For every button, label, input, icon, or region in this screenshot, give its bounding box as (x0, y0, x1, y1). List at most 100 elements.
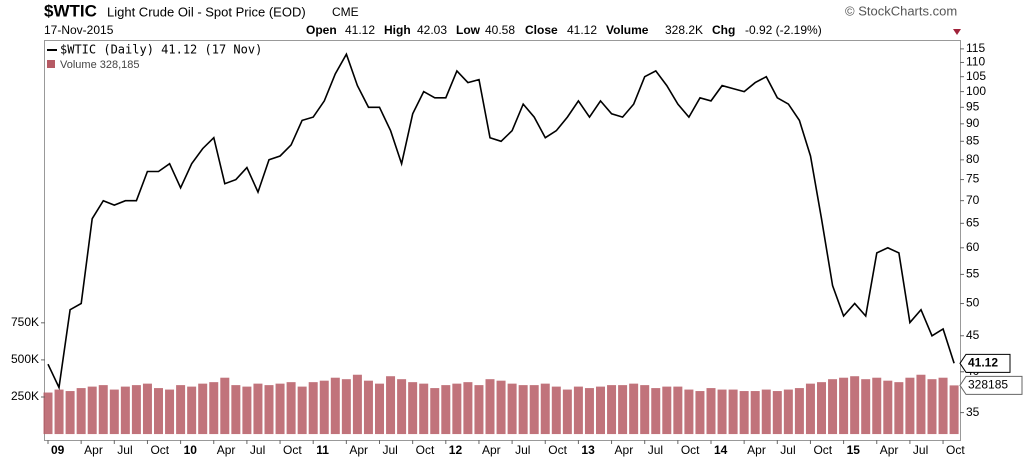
volume-bar (352, 374, 362, 435)
x-tick-label: 11 (316, 443, 329, 457)
y-tick-label: 85 (966, 133, 980, 147)
low-label: Low (456, 23, 481, 37)
x-tick-label: 14 (714, 443, 728, 457)
volume-bar (861, 379, 871, 435)
legend-price: $WTIC (Daily) 41.12 (17 Nov) (60, 43, 262, 57)
volume-bar (176, 385, 186, 435)
volume-bar (54, 389, 64, 435)
volume-bar (872, 377, 882, 435)
volume-bar (485, 379, 495, 435)
down-arrow (953, 29, 961, 35)
volume-bar (65, 391, 75, 435)
volume-bar (618, 385, 628, 435)
volume-bar (717, 389, 727, 435)
x-tick-label: 15 (847, 443, 861, 457)
symbol: $WTIC (44, 1, 97, 20)
volume-bar (98, 385, 108, 435)
chg: -0.92 (-2.19%) (745, 23, 822, 37)
x-tick-label: Oct (681, 443, 700, 457)
volume-bar (750, 391, 760, 435)
volume-bar (441, 385, 451, 435)
x-tick-label: Jul (117, 443, 132, 457)
date: 17-Nov-2015 (44, 23, 114, 37)
y-tick-label: 105 (966, 69, 986, 83)
volume-bar (275, 383, 285, 435)
plot-frame (44, 40, 961, 441)
volume-bar (43, 392, 53, 435)
volume-bar (198, 383, 208, 435)
x-tick-label: Apr (615, 443, 634, 457)
volume-bar (728, 389, 738, 435)
volume-bar (673, 386, 683, 435)
volume-bar (507, 383, 517, 435)
volume-bar (463, 382, 473, 435)
y-tick-label: 55 (966, 267, 980, 281)
legend-swatch (47, 60, 55, 68)
volume-bar (916, 374, 926, 435)
volume-bar (330, 377, 340, 435)
y-tick-label: 75 (966, 172, 980, 186)
y2-tick-label: 250K (11, 389, 39, 403)
volume-bar (540, 383, 550, 435)
y-tick-label: 95 (966, 99, 980, 113)
volume-bar (109, 389, 119, 435)
volume-bar (242, 386, 252, 435)
y2-tick-label: 750K (11, 315, 39, 329)
x-tick-label: Jul (515, 443, 530, 457)
volume-bar (761, 389, 771, 435)
volume-bar (783, 389, 793, 435)
y-tick-label: 80 (966, 152, 980, 166)
low: 40.58 (485, 23, 515, 37)
x-tick-label: Oct (416, 443, 435, 457)
close-label: Close (525, 23, 558, 37)
volume-bar (154, 388, 163, 435)
volume-bar (607, 385, 617, 435)
x-tick-label: Apr (482, 443, 501, 457)
x-tick-label: Jul (648, 443, 663, 457)
volume-bar (772, 391, 782, 435)
volume-bar (363, 380, 373, 435)
volume-label: Volume (606, 23, 649, 37)
x-tick-label: Apr (84, 443, 103, 457)
x-tick-label: Apr (217, 443, 236, 457)
volume-bar (850, 376, 860, 435)
y-tick-label: 70 (966, 193, 980, 207)
x-tick-label: Apr (747, 443, 766, 457)
volume-bar (209, 382, 219, 435)
volume-bar (76, 388, 86, 435)
volume-bar (949, 385, 959, 435)
volume-bar (253, 383, 263, 435)
volume-bar (341, 379, 351, 435)
x-tick-label: Oct (150, 443, 169, 457)
volume-bar (695, 391, 705, 435)
volume-bar (684, 389, 694, 435)
volume-bar (87, 386, 97, 435)
open: 41.12 (345, 23, 375, 37)
instrument-name: Light Crude Oil - Spot Price (EOD) (107, 4, 306, 19)
volume-bar (529, 385, 539, 435)
last-volume: 328185 (968, 378, 1008, 392)
high: 42.03 (417, 23, 447, 37)
chg-label: Chg (712, 23, 735, 37)
x-tick-label: Oct (548, 443, 567, 457)
y2-tick-label: 500K (11, 352, 39, 366)
x-tick-label: Jul (250, 443, 265, 457)
volume-bar (905, 377, 915, 435)
x-tick-label: 09 (51, 443, 65, 457)
x-tick-label: Oct (283, 443, 302, 457)
price-line (47, 52, 955, 391)
x-tick-label: Apr (349, 443, 368, 457)
volume-bar (518, 385, 528, 435)
volume-bar (805, 383, 815, 435)
volume-bar (319, 380, 329, 435)
volume-bar (165, 389, 175, 435)
volume-bar (706, 388, 716, 435)
volume-bar (927, 379, 937, 435)
copyright: © StockCharts.com (845, 3, 957, 18)
volume-bar (551, 386, 561, 435)
volume-bar (562, 389, 572, 435)
volume-bar (120, 386, 130, 435)
volume-bar (938, 377, 948, 435)
volume-bar (894, 382, 904, 435)
volume-bar (629, 383, 639, 435)
